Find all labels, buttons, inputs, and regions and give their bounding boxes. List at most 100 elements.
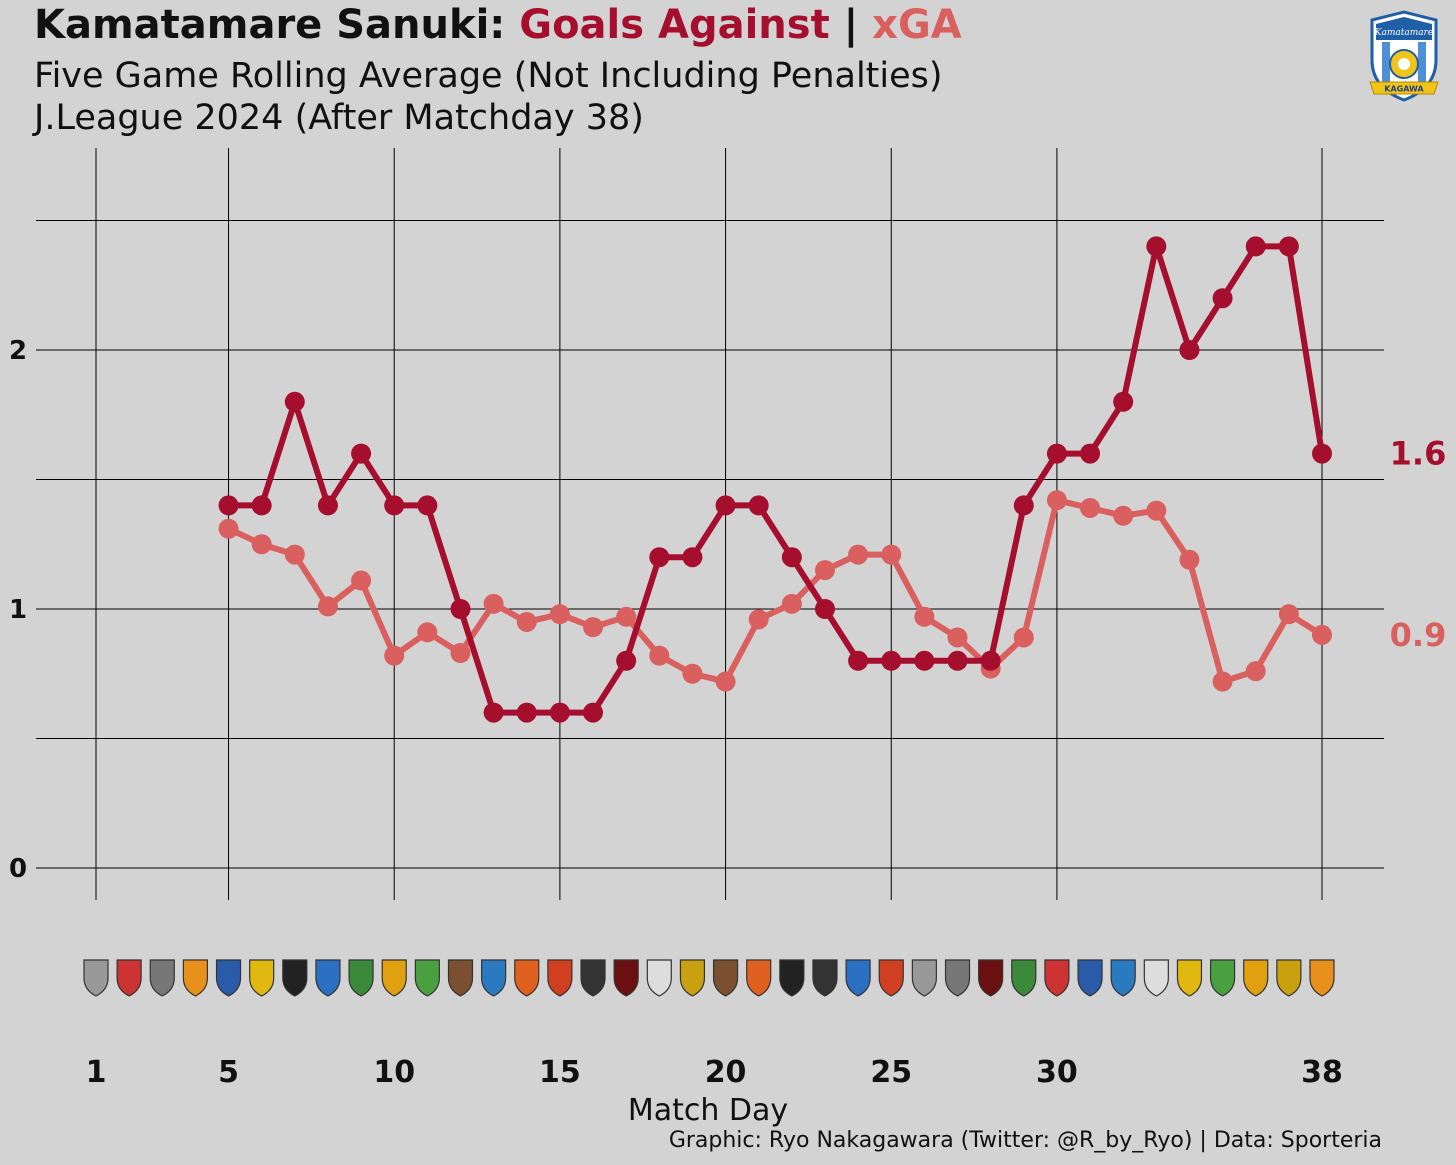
xga-point bbox=[715, 671, 736, 692]
goals_against-point bbox=[881, 650, 902, 671]
xga-point bbox=[748, 609, 769, 630]
yellow-shield-icon bbox=[1176, 959, 1203, 997]
y-tick-label: 0 bbox=[9, 854, 27, 884]
goals_against-point bbox=[516, 702, 537, 723]
xga-point bbox=[814, 560, 835, 581]
goals_against-point bbox=[1146, 236, 1167, 257]
x-tick-label: 25 bbox=[870, 1055, 912, 1090]
goals_against-point bbox=[1113, 391, 1134, 412]
fleur-de-lis-icon bbox=[978, 959, 1004, 997]
xga-point bbox=[218, 518, 239, 539]
goals_against-point bbox=[384, 495, 405, 516]
goals_against-line bbox=[225, 243, 1325, 716]
yellow-wing-crest-icon bbox=[679, 959, 706, 997]
xga-point bbox=[549, 604, 570, 625]
goals_against-point bbox=[1080, 443, 1101, 464]
xga-point bbox=[1212, 671, 1233, 692]
wing-crest-icon bbox=[215, 959, 242, 997]
goals_against-point bbox=[1179, 340, 1200, 360]
goals_against-point bbox=[284, 391, 305, 412]
goals_against-point bbox=[781, 547, 802, 568]
goals_against-point bbox=[1212, 288, 1233, 309]
xga-point bbox=[1179, 549, 1200, 570]
y-tick-label: 1 bbox=[9, 595, 27, 625]
green-shield-icon bbox=[1209, 959, 1236, 997]
goals_against-point bbox=[682, 547, 703, 568]
x-tick-label: 1 bbox=[86, 1055, 107, 1090]
goals_against-point bbox=[1046, 443, 1067, 464]
orange-shield-icon bbox=[1309, 959, 1335, 997]
x-tick-label: 38 bbox=[1301, 1055, 1343, 1090]
xga-point bbox=[682, 663, 703, 684]
round-crest-icon bbox=[116, 959, 142, 997]
blue-round-crest-icon bbox=[315, 959, 341, 997]
goals_against-point bbox=[848, 650, 869, 671]
white-shield-icon bbox=[1143, 959, 1169, 997]
wing-crest-icon bbox=[1077, 959, 1103, 997]
sun-crest-icon bbox=[1243, 959, 1269, 997]
xga-point bbox=[483, 593, 504, 614]
xga-point bbox=[1113, 505, 1134, 526]
xga-point bbox=[881, 544, 902, 565]
x-tick-label: 10 bbox=[373, 1055, 415, 1090]
shield-badge-icon bbox=[911, 959, 937, 997]
goals_against-point bbox=[450, 599, 471, 619]
goals_against-point bbox=[814, 599, 835, 619]
xga-point bbox=[384, 645, 405, 666]
blue-round-crest-icon bbox=[845, 959, 871, 997]
title-separator: | bbox=[843, 2, 859, 48]
xga-point bbox=[1245, 661, 1266, 682]
yellow-shield-icon bbox=[249, 959, 275, 997]
goals_against-point bbox=[947, 650, 968, 671]
green-shield-icon bbox=[414, 959, 440, 997]
y-tick-label: 2 bbox=[9, 336, 27, 366]
goals_against-point bbox=[251, 495, 272, 516]
xga-point bbox=[616, 606, 637, 627]
goals_against-point bbox=[317, 495, 338, 516]
fleur-de-lis-icon bbox=[613, 959, 639, 997]
goals_against-point bbox=[1278, 236, 1299, 257]
winged-crest-icon bbox=[944, 959, 971, 997]
xga-point bbox=[1146, 500, 1167, 521]
black-hex-crest-icon bbox=[282, 959, 308, 997]
xga-point bbox=[848, 544, 869, 565]
round-crest-icon bbox=[1044, 959, 1070, 997]
goals_against-point bbox=[748, 495, 769, 516]
round-crest-dark-icon bbox=[812, 959, 838, 997]
x-tick-label: 20 bbox=[705, 1055, 747, 1090]
orange-stripe-crest-icon bbox=[514, 959, 540, 997]
goals_against-point bbox=[914, 650, 935, 671]
xga-point bbox=[1080, 497, 1101, 518]
xga-point bbox=[1278, 604, 1299, 625]
goals_against-point bbox=[1245, 236, 1266, 257]
kamatamare-crest-icon: Kamatamare KAGAWA bbox=[1369, 10, 1439, 102]
xga-point bbox=[351, 570, 372, 591]
goals_against-point bbox=[417, 495, 438, 516]
xga-point bbox=[1013, 627, 1034, 648]
goals_against-point bbox=[549, 702, 570, 723]
xga-point bbox=[914, 606, 935, 627]
xga-point bbox=[251, 534, 272, 555]
chart-subtitle-1: Five Game Rolling Average (Not Including… bbox=[34, 56, 943, 96]
orange-round-crest-icon bbox=[547, 959, 573, 997]
x-tick-label: 5 bbox=[218, 1055, 239, 1090]
chart-caption: Graphic: Ryo Nakagawara (Twitter: @R_by_… bbox=[668, 1128, 1382, 1153]
xga-line bbox=[225, 497, 1325, 685]
goals_against-point bbox=[649, 547, 670, 568]
orange-shield-icon bbox=[182, 959, 209, 997]
green-star-crest-icon bbox=[1011, 959, 1037, 997]
crest-ribbon-label: KAGAWA bbox=[1384, 85, 1424, 94]
goals_against-end-label: 1.6 bbox=[1390, 435, 1447, 473]
title-goals-against: Goals Against bbox=[519, 2, 830, 48]
goals_against-point bbox=[1013, 495, 1034, 516]
black-hex-crest-icon bbox=[779, 959, 805, 997]
goals_against-point bbox=[483, 702, 504, 723]
title-team: Kamatamare Sanuki: bbox=[34, 2, 506, 48]
white-shield-icon bbox=[646, 959, 672, 997]
goals_against-point bbox=[980, 650, 1001, 671]
xga-point bbox=[781, 593, 802, 614]
x-tick-label: 30 bbox=[1036, 1055, 1078, 1090]
green-star-crest-icon bbox=[348, 959, 374, 997]
winged-crest-icon bbox=[149, 959, 175, 997]
